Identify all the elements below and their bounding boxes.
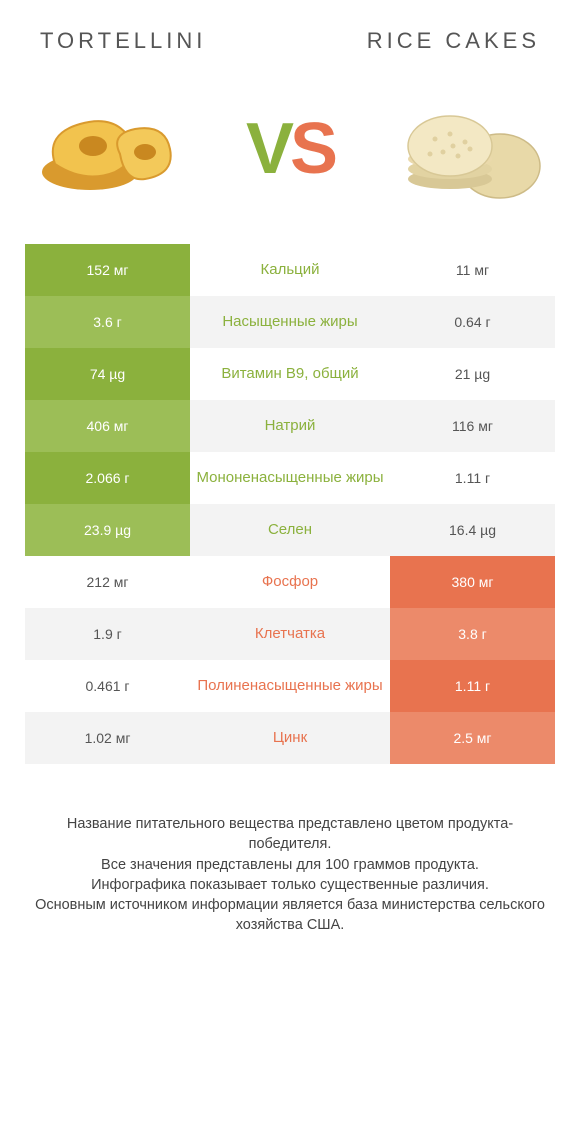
vs-s: S [290,109,334,189]
right-title: RICE CAKES [367,28,540,54]
nutrient-label: Витамин B9, общий [190,348,390,400]
footer-notes: Название питательного вещества представл… [0,764,580,936]
right-value: 1.11 г [390,452,555,504]
tortellini-icon [35,94,185,204]
right-value: 116 мг [390,400,555,452]
header: TORTELLINI RICE CAKES [0,0,580,64]
table-row: 23.9 µgСелен16.4 µg [25,504,555,556]
comparison-table: 152 мгКальций11 мг3.6 гНасыщенные жиры0.… [0,244,580,764]
footer-line: Все значения представлены для 100 граммо… [30,855,550,875]
left-value: 1.9 г [25,608,190,660]
nutrient-label: Кальций [190,244,390,296]
right-value: 16.4 µg [390,504,555,556]
table-row: 152 мгКальций11 мг [25,244,555,296]
table-row: 212 мгФосфор380 мг [25,556,555,608]
nutrient-label: Цинк [190,712,390,764]
left-title: TORTELLINI [40,28,206,54]
left-value: 406 мг [25,400,190,452]
table-row: 3.6 гНасыщенные жиры0.64 г [25,296,555,348]
nutrient-label: Полиненасыщенные жиры [190,660,390,712]
right-value: 21 µg [390,348,555,400]
table-row: 1.9 гКлетчатка3.8 г [25,608,555,660]
left-value: 152 мг [25,244,190,296]
hero-row: VS [0,64,580,244]
right-value: 0.64 г [390,296,555,348]
table-row: 406 мгНатрий116 мг [25,400,555,452]
left-value: 23.9 µg [25,504,190,556]
nutrient-label: Натрий [190,400,390,452]
left-value: 1.02 мг [25,712,190,764]
nutrient-label: Насыщенные жиры [190,296,390,348]
footer-line: Основным источником информации является … [30,895,550,936]
left-value: 2.066 г [25,452,190,504]
table-row: 2.066 гМононенасыщенные жиры1.11 г [25,452,555,504]
table-row: 0.461 гПолиненасыщенные жиры1.11 г [25,660,555,712]
table-row: 74 µgВитамин B9, общий21 µg [25,348,555,400]
right-value: 2.5 мг [390,712,555,764]
nutrient-label: Селен [190,504,390,556]
left-value: 212 мг [25,556,190,608]
nutrient-label: Мононенасыщенные жиры [190,452,390,504]
right-value: 11 мг [390,244,555,296]
table-row: 1.02 мгЦинк2.5 мг [25,712,555,764]
vs-label: VS [246,108,334,190]
footer-line: Инфографика показывает только существенн… [30,875,550,895]
nutrient-label: Фосфор [190,556,390,608]
vs-v: V [246,109,290,189]
left-value: 74 µg [25,348,190,400]
right-value: 1.11 г [390,660,555,712]
footer-line: Название питательного вещества представл… [30,814,550,855]
left-value: 0.461 г [25,660,190,712]
rice-cakes-icon [395,94,545,204]
right-value: 3.8 г [390,608,555,660]
right-value: 380 мг [390,556,555,608]
left-value: 3.6 г [25,296,190,348]
nutrient-label: Клетчатка [190,608,390,660]
